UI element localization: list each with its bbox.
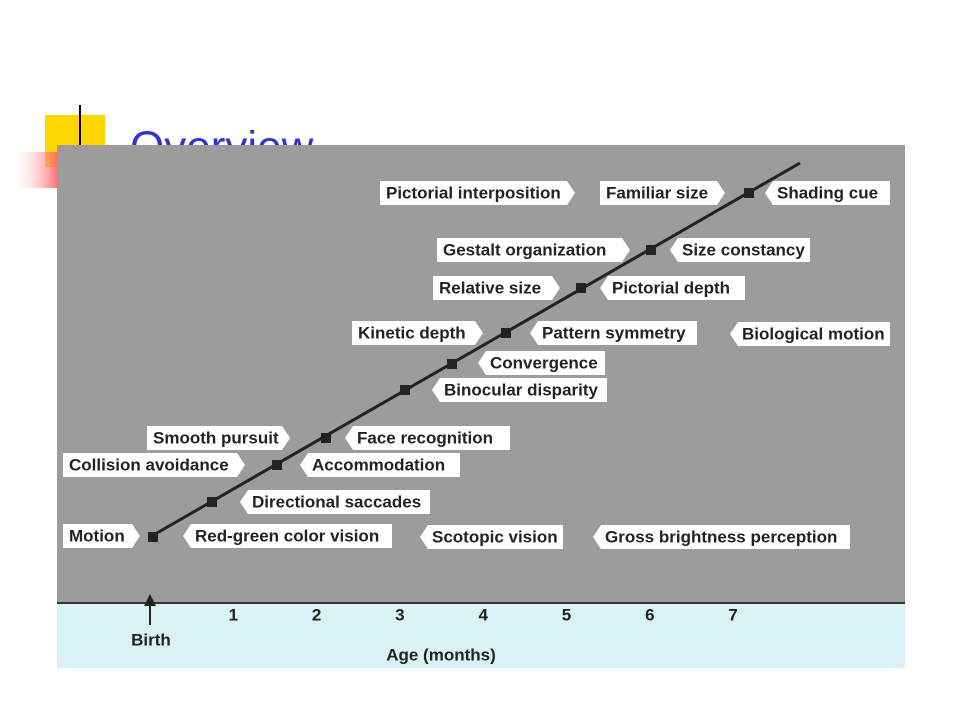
marker bbox=[501, 328, 511, 338]
label-box bbox=[478, 351, 605, 375]
x-tick-label: 7 bbox=[728, 605, 737, 624]
label-text: Red-green color vision bbox=[195, 526, 379, 545]
label-text: Relative size bbox=[439, 278, 541, 297]
label-text: Smooth pursuit bbox=[153, 428, 279, 447]
label-text: Gross brightness perception bbox=[605, 527, 837, 546]
label-box bbox=[380, 181, 575, 205]
x-tick-label: 6 bbox=[645, 605, 654, 624]
axis: Birth Age (months) 1 2 3 4 5 6 7 bbox=[131, 594, 738, 664]
label-box bbox=[63, 453, 245, 477]
label-text: Pictorial interposition bbox=[386, 183, 561, 202]
label-text: Pattern symmetry bbox=[542, 323, 686, 342]
label-text: Accommodation bbox=[312, 455, 445, 474]
x-tick-label: 3 bbox=[395, 605, 404, 624]
birth-label: Birth bbox=[131, 630, 171, 649]
label-box bbox=[240, 490, 430, 514]
label-text: Directional saccades bbox=[252, 492, 421, 511]
label-text: Pictorial depth bbox=[612, 278, 730, 297]
label-box bbox=[147, 426, 290, 450]
label-text: Convergence bbox=[490, 353, 598, 372]
label-box bbox=[63, 524, 140, 548]
label-box bbox=[432, 378, 607, 402]
marker bbox=[646, 245, 656, 255]
label-box bbox=[765, 181, 890, 205]
label-box bbox=[600, 276, 745, 300]
label-text: Face recognition bbox=[357, 428, 493, 447]
marker bbox=[744, 188, 754, 198]
marker bbox=[148, 532, 158, 542]
label-text: Familiar size bbox=[606, 183, 708, 202]
label-box bbox=[420, 525, 563, 549]
label-text: Size constancy bbox=[682, 240, 805, 259]
label-text: Motion bbox=[69, 526, 125, 545]
labels: Pictorial interposition Familiar size Shad… bbox=[63, 181, 890, 549]
marker bbox=[272, 460, 282, 470]
x-tick-label: 1 bbox=[229, 605, 238, 624]
marker bbox=[400, 385, 410, 395]
label-text: Collision avoidance bbox=[69, 455, 229, 474]
label-text: Scotopic vision bbox=[432, 527, 558, 546]
x-tick-label: 4 bbox=[478, 605, 488, 624]
label-box bbox=[352, 321, 483, 345]
label-box bbox=[530, 321, 697, 345]
label-text: Gestalt organization bbox=[443, 240, 606, 259]
marker bbox=[447, 359, 457, 369]
label-box bbox=[345, 426, 510, 450]
label-box bbox=[183, 524, 392, 548]
axis-title: Age (months) bbox=[386, 645, 496, 664]
label-text: Shading cue bbox=[777, 183, 878, 202]
x-tick-label: 5 bbox=[562, 605, 571, 624]
label-box bbox=[300, 453, 460, 477]
label-box bbox=[670, 238, 810, 262]
x-tick-label: 2 bbox=[312, 605, 321, 624]
marker bbox=[207, 497, 217, 507]
label-box bbox=[593, 525, 850, 549]
marker bbox=[321, 433, 331, 443]
label-text: Kinetic depth bbox=[358, 323, 466, 342]
label-box bbox=[600, 181, 725, 205]
label-box bbox=[433, 276, 560, 300]
label-box bbox=[730, 322, 890, 346]
label-text: Binocular disparity bbox=[444, 380, 599, 399]
axis-strip bbox=[57, 603, 905, 668]
label-text: Biological motion bbox=[742, 324, 885, 343]
marker bbox=[576, 283, 586, 293]
label-box bbox=[437, 238, 630, 262]
birth-arrowhead bbox=[144, 594, 156, 606]
trend-line bbox=[149, 161, 801, 539]
